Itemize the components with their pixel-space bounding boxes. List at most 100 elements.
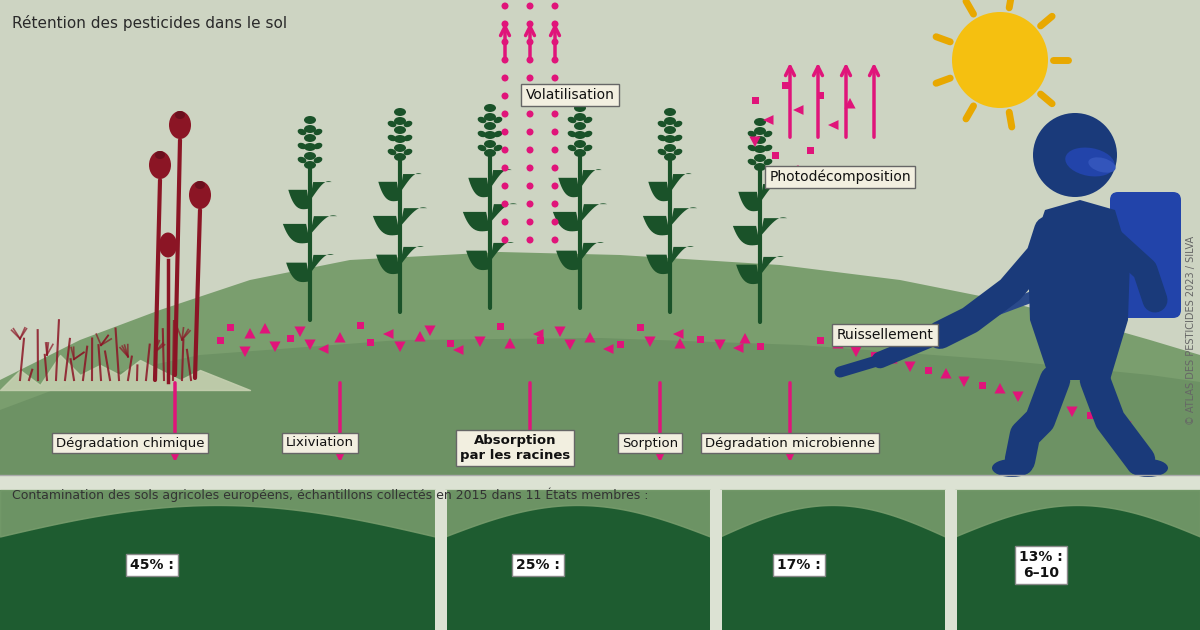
Ellipse shape [394, 108, 406, 116]
Ellipse shape [175, 111, 185, 119]
Polygon shape [294, 326, 306, 337]
Circle shape [552, 110, 558, 118]
Bar [710, 490, 722, 630]
Ellipse shape [298, 129, 306, 135]
Polygon shape [0, 338, 1200, 475]
Ellipse shape [403, 149, 413, 155]
Text: Volatilisation: Volatilisation [526, 88, 614, 102]
Polygon shape [553, 212, 580, 231]
Polygon shape [670, 173, 691, 193]
Ellipse shape [394, 126, 406, 134]
Bar [978, 382, 985, 389]
Text: Absorption
par les racines: Absorption par les racines [460, 434, 570, 462]
FancyBboxPatch shape [1110, 192, 1181, 318]
Ellipse shape [484, 113, 496, 121]
Polygon shape [564, 340, 576, 350]
Ellipse shape [664, 108, 676, 116]
Circle shape [552, 183, 558, 190]
Ellipse shape [478, 131, 486, 137]
Polygon shape [1103, 413, 1114, 423]
Polygon shape [400, 246, 424, 265]
Text: © ATLAS DES PESTICIDES 2023 / SILVA: © ATLAS DES PESTICIDES 2023 / SILVA [1186, 236, 1196, 425]
Ellipse shape [313, 157, 323, 163]
Circle shape [552, 21, 558, 28]
Ellipse shape [748, 159, 756, 165]
Circle shape [502, 21, 509, 28]
Polygon shape [644, 336, 655, 347]
Bar [751, 96, 758, 103]
Circle shape [552, 164, 558, 171]
Ellipse shape [763, 131, 773, 137]
Ellipse shape [568, 117, 576, 123]
Bar [617, 340, 624, 348]
Ellipse shape [304, 152, 316, 160]
Text: Rétention des pesticides dans le sol: Rétention des pesticides dans le sol [12, 15, 287, 31]
Ellipse shape [388, 121, 396, 127]
Polygon shape [269, 341, 281, 352]
Polygon shape [466, 251, 490, 270]
Polygon shape [376, 255, 400, 274]
Ellipse shape [304, 161, 316, 169]
Bar [816, 91, 823, 98]
Ellipse shape [664, 126, 676, 134]
Ellipse shape [583, 145, 593, 151]
Polygon shape [288, 190, 310, 209]
Polygon shape [736, 265, 760, 284]
Ellipse shape [484, 149, 496, 157]
Bar [436, 490, 446, 630]
Text: 45% :: 45% : [131, 558, 174, 572]
Circle shape [502, 147, 509, 154]
Circle shape [502, 236, 509, 244]
Bar [946, 490, 958, 630]
Polygon shape [793, 105, 804, 115]
Polygon shape [1121, 421, 1132, 432]
Circle shape [552, 236, 558, 244]
Polygon shape [414, 331, 426, 341]
Polygon shape [454, 345, 463, 355]
Ellipse shape [583, 117, 593, 123]
Polygon shape [400, 207, 427, 227]
Polygon shape [673, 329, 684, 339]
Ellipse shape [478, 145, 486, 151]
Ellipse shape [388, 135, 396, 141]
Polygon shape [851, 346, 862, 357]
Polygon shape [648, 182, 670, 201]
Bar [0, 475, 1200, 630]
Ellipse shape [313, 129, 323, 135]
Text: Photodécomposition: Photodécomposition [769, 169, 911, 184]
Text: Lixiviation: Lixiviation [286, 437, 354, 449]
Circle shape [952, 12, 1048, 108]
Polygon shape [373, 216, 400, 236]
Circle shape [552, 200, 558, 207]
Bar [366, 338, 373, 345]
Polygon shape [490, 169, 511, 188]
Bar [696, 336, 703, 343]
Ellipse shape [748, 145, 756, 151]
Ellipse shape [298, 143, 306, 149]
Circle shape [552, 93, 558, 100]
Polygon shape [760, 183, 781, 203]
Polygon shape [425, 326, 436, 336]
Text: Ruissellement: Ruissellement [836, 328, 934, 342]
Polygon shape [739, 333, 751, 343]
Polygon shape [490, 203, 517, 223]
Ellipse shape [658, 149, 666, 155]
Polygon shape [1049, 398, 1060, 408]
Ellipse shape [155, 151, 166, 159]
Ellipse shape [574, 113, 586, 121]
Polygon shape [504, 338, 516, 348]
Polygon shape [828, 120, 839, 130]
Text: 13% :
6–10: 13% : 6–10 [1019, 550, 1063, 580]
Bar [816, 336, 823, 343]
Circle shape [527, 147, 534, 154]
Polygon shape [283, 224, 310, 243]
Polygon shape [845, 98, 856, 108]
Ellipse shape [664, 153, 676, 161]
Polygon shape [474, 336, 486, 347]
Polygon shape [738, 192, 760, 211]
Bar [924, 367, 931, 374]
Circle shape [552, 3, 558, 9]
Ellipse shape [403, 135, 413, 141]
Bar [536, 336, 544, 343]
Text: Dégradation chimique: Dégradation chimique [55, 437, 204, 449]
